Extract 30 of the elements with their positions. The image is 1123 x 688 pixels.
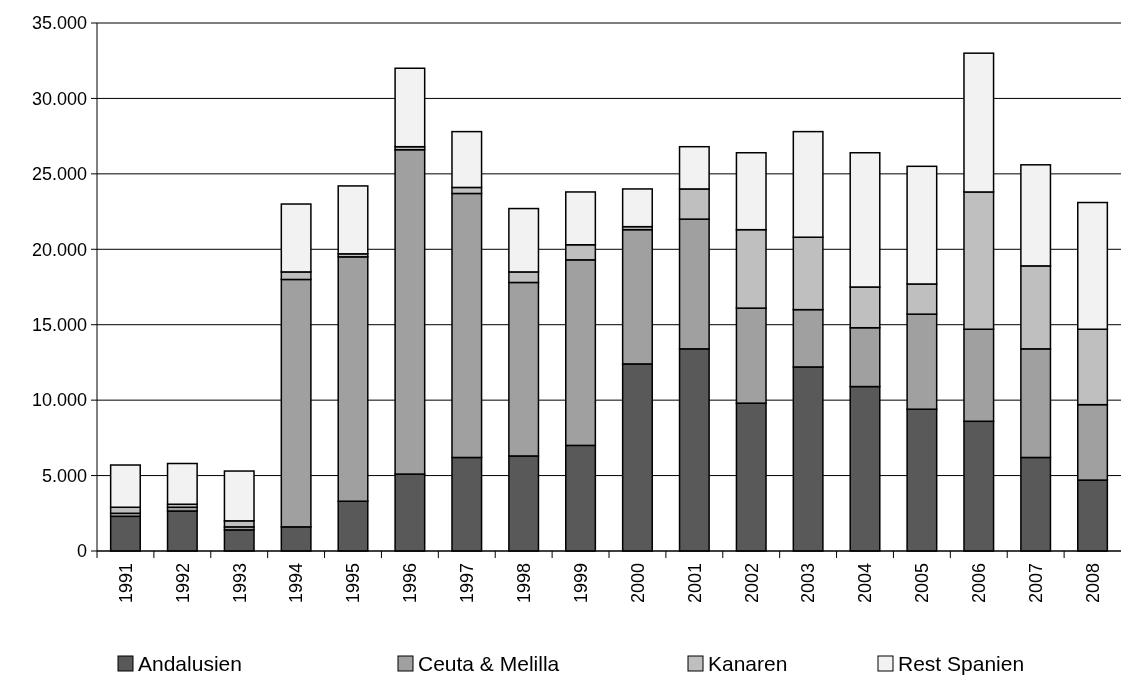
x-tick-label: 1995 xyxy=(343,563,364,604)
legend-label: Ceuta & Melilla xyxy=(418,652,560,676)
x-tick-label: 1991 xyxy=(115,563,136,604)
x-tick-label: 1999 xyxy=(570,563,591,604)
y-tick-label: 35.000 xyxy=(31,13,87,34)
x-tick-label: 2006 xyxy=(969,563,990,604)
x-tick-label: 1994 xyxy=(286,563,307,604)
x-tick-label: 2003 xyxy=(798,563,819,604)
x-tick-label: 2007 xyxy=(1025,563,1046,604)
y-tick-label: 0 xyxy=(76,541,87,562)
x-tick-label: 2002 xyxy=(741,563,762,604)
x-tick-label: 1997 xyxy=(457,563,478,604)
legend-label: Rest Spanien xyxy=(898,652,1025,676)
x-tick-label: 1992 xyxy=(172,563,193,604)
x-tick-label: 2004 xyxy=(855,563,876,604)
y-tick-label: 20.000 xyxy=(31,239,87,260)
x-tick-label: 1993 xyxy=(229,563,250,604)
y-tick-label: 25.000 xyxy=(31,164,87,185)
y-tick-label: 30.000 xyxy=(31,88,87,109)
y-tick-label: 10.000 xyxy=(31,390,87,411)
y-tick-label: 15.000 xyxy=(31,315,87,336)
legend-label: Andalusien xyxy=(138,652,242,676)
x-tick-label: 2005 xyxy=(912,563,933,604)
legend-label: Kanaren xyxy=(708,652,788,676)
x-tick-label: 2008 xyxy=(1082,563,1103,604)
y-tick-label: 5.000 xyxy=(41,465,87,486)
x-tick-label: 2001 xyxy=(684,563,705,604)
x-tick-label: 1998 xyxy=(513,563,534,604)
x-tick-label: 2000 xyxy=(627,563,648,604)
x-tick-label: 1996 xyxy=(400,563,421,604)
